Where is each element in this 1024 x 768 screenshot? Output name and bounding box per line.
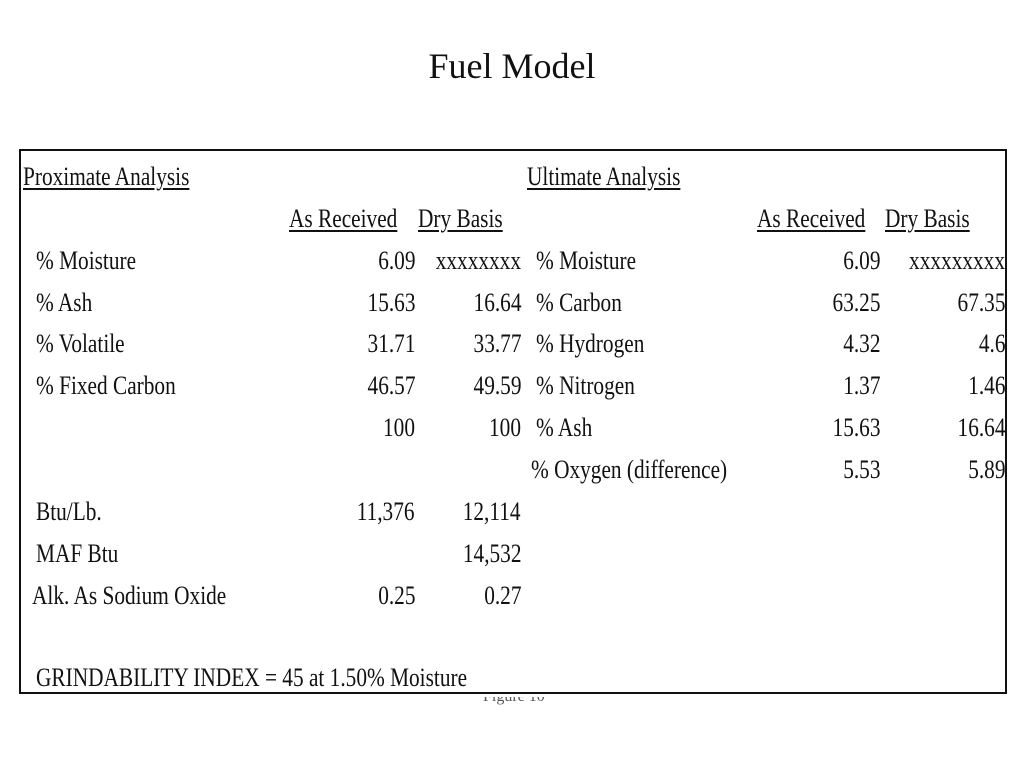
ultimate-row-as-received: 4.32 [842, 329, 880, 358]
proximate-row-as-received: 31.71 [367, 329, 415, 358]
proximate-row-dry-basis: xxxxxxxx [435, 246, 521, 275]
grindability-index: GRINDABILITY INDEX = 45 at 1.50% Moistur… [36, 663, 468, 692]
figure-caption-text: Figure 10 [483, 697, 545, 706]
btu-label: Btu/Lb. [36, 497, 102, 526]
ultimate-row-label: % Moisture [536, 246, 637, 275]
ultimate-row-dry-basis: 4.6 [978, 329, 1005, 358]
ultimate-row-label: % Hydrogen [536, 329, 645, 358]
btu-as-received: 11,376 [357, 497, 415, 526]
figure-caption-cropped: Figure 10 [483, 697, 569, 707]
ultimate-as-received-header: As Received [757, 204, 866, 233]
proximate-analysis-heading: Proximate Analysis [23, 162, 190, 191]
proximate-row-label: % Moisture [36, 246, 137, 275]
ultimate-row-dry-basis: 16.64 [957, 413, 1005, 442]
ultimate-row-as-received: 63.25 [832, 288, 880, 317]
ultimate-row-as-received: 5.53 [842, 455, 880, 484]
proximate-total-dry-basis: 100 [489, 413, 521, 442]
ultimate-row-label: % Nitrogen [536, 371, 635, 400]
ultimate-analysis-heading: Ultimate Analysis [527, 162, 681, 191]
proximate-total-as-received: 100 [383, 413, 415, 442]
proximate-row-label: % Ash [36, 288, 93, 317]
proximate-row-dry-basis: 16.64 [473, 288, 521, 317]
proximate-row-dry-basis: 49.59 [473, 371, 521, 400]
ultimate-row-dry-basis: xxxxxxxxx [909, 246, 1005, 275]
slide-title: Fuel Model [428, 46, 596, 86]
proximate-row-as-received: 6.09 [377, 246, 415, 275]
proximate-row-label: % Volatile [36, 329, 125, 358]
ultimate-row-dry-basis: 5.89 [967, 455, 1005, 484]
proximate-row-label: % Fixed Carbon [36, 371, 176, 400]
fuel-analysis-table: Proximate Analysis As Received Dry Basis… [19, 149, 1007, 694]
proximate-row-as-received: 46.57 [367, 371, 415, 400]
proximate-row-as-received: 15.63 [367, 288, 415, 317]
ultimate-row-dry-basis: 67.35 [957, 288, 1005, 317]
proximate-dry-basis-header: Dry Basis [418, 204, 503, 233]
maf-btu-dry-basis: 14,532 [462, 539, 521, 568]
alkali-dry-basis: 0.27 [483, 581, 521, 610]
ultimate-row-label: % Carbon [536, 288, 622, 317]
ultimate-row-as-received: 15.63 [832, 413, 880, 442]
ultimate-row-as-received: 1.37 [842, 371, 880, 400]
btu-dry-basis: 12,114 [463, 497, 521, 526]
proximate-as-received-header: As Received [289, 204, 398, 233]
ultimate-row-dry-basis: 1.46 [967, 371, 1005, 400]
ultimate-row-label: % Oxygen (difference) [531, 455, 728, 484]
ultimate-row-label: % Ash [536, 413, 593, 442]
alkali-as-received: 0.25 [377, 581, 415, 610]
ultimate-dry-basis-header: Dry Basis [885, 204, 970, 233]
proximate-row-dry-basis: 33.77 [473, 329, 521, 358]
alkali-label: Alk. As Sodium Oxide [32, 581, 227, 610]
maf-btu-label: MAF Btu [36, 539, 119, 568]
ultimate-row-as-received: 6.09 [842, 246, 880, 275]
